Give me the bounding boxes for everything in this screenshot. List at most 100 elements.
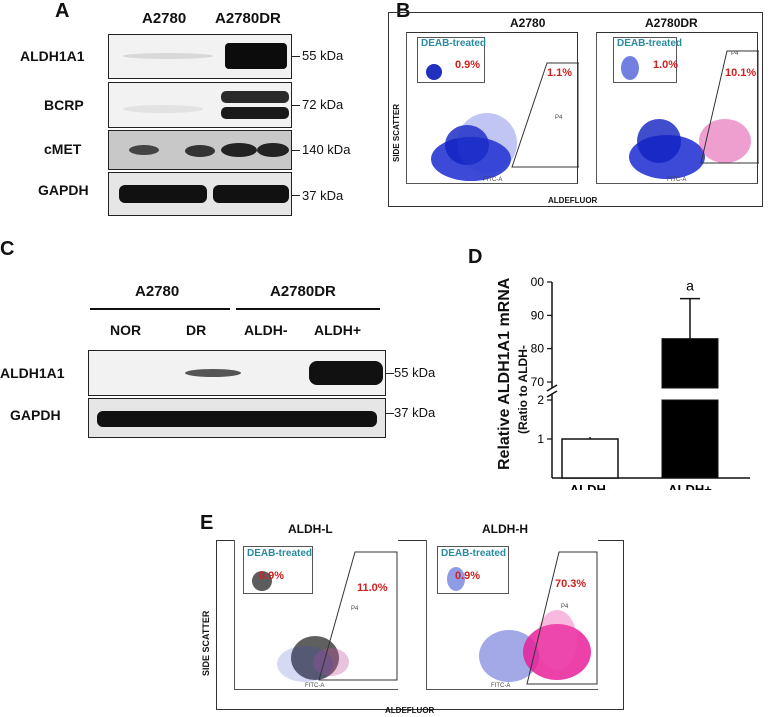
e2-inset [437, 546, 509, 594]
e1-inset-pct: 0.9% [259, 570, 285, 582]
bar-ALDH+-upper [661, 338, 719, 389]
c-lane-aldh-pos: ALDH+ [314, 322, 362, 338]
band [119, 185, 207, 203]
b2-inset [613, 37, 677, 83]
y-tick-label: 90 [531, 308, 545, 322]
kda-gapdh: 37 kDa [302, 188, 344, 203]
c-kda-aldh1a1: 55 kDa [394, 365, 436, 380]
band [221, 143, 257, 157]
band [129, 145, 159, 155]
c-group-line [90, 308, 230, 310]
band [309, 361, 383, 385]
y-tick-label: 70 [531, 375, 545, 389]
panel-b-ylabel: SIDE SCATTER [392, 103, 401, 162]
e2-gate-pct: 70.3% [555, 578, 587, 590]
kda-bcrp: 72 kDa [302, 97, 344, 112]
b1-inset [417, 37, 485, 83]
row-gapdh: GAPDH [38, 182, 89, 198]
e2-fitc: FITC-A [491, 683, 511, 689]
b1-plot: DEAB-treated 0.9% 1.1% P4 FITC-A [406, 32, 580, 184]
b2-plot: DEAB-treated 1.0% 10.1% P4 FITC-A [596, 32, 760, 184]
y-tick-label: 80 [531, 342, 545, 356]
e2-deab: DEAB-treated [441, 548, 507, 559]
c-lane-aldh-neg: ALDH- [244, 322, 288, 338]
e1-inset [243, 546, 313, 594]
e1-deab: DEAB-treated [247, 548, 313, 559]
panel-b-frame [388, 12, 763, 207]
c-lane-dr: DR [186, 322, 207, 338]
b1-gate: P4 [555, 115, 563, 121]
panel-b-letter: B [396, 0, 411, 22]
c-group-a2780: A2780 [135, 283, 180, 300]
e1-gate-pct: 11.0% [357, 582, 388, 594]
row-bcrp: BCRP [44, 97, 84, 113]
e2-gate: P4 [561, 604, 569, 610]
c-blot-gapdh [88, 398, 386, 438]
panel-a-letter: A [55, 0, 70, 22]
row-aldh1a1: ALDH1A1 [20, 48, 85, 64]
tick [292, 150, 300, 151]
tick [292, 105, 300, 106]
panel-d-letter: D [468, 246, 483, 268]
c-row-gapdh: GAPDH [10, 407, 61, 423]
panel-b-xlabel: ALDEFLUOR [548, 196, 598, 205]
b2-title: A2780DR [645, 16, 698, 30]
x-category-label: ALDH- [570, 482, 610, 490]
tick [386, 373, 394, 374]
y-tick-label: 100 [530, 275, 544, 289]
c-kda-gapdh: 37 kDa [394, 405, 436, 420]
blot-gapdh [108, 172, 292, 216]
band [185, 369, 241, 377]
d-chart: 1 2 70 80 90 100 ALDH-a ALDH+ [530, 275, 750, 490]
c-blot-aldh1a1 [88, 350, 386, 396]
e1-plot: DEAB-treated 0.9% 11.0% P4 FITC-A [234, 540, 398, 690]
c-group-line [236, 308, 380, 310]
x-category-label: ALDH+ [668, 482, 712, 490]
d-ylabel2: (Ratio to ALDH- [516, 345, 530, 434]
e1-scatter [277, 551, 398, 682]
tick [386, 413, 394, 414]
tick [292, 56, 300, 57]
e2-scatter [479, 551, 598, 685]
band [123, 53, 213, 59]
b1-inset-pct: 0.9% [455, 59, 481, 71]
blot-cmet [108, 130, 292, 170]
axis-break [546, 390, 558, 398]
e1-title: ALDH-L [288, 522, 333, 536]
b1-gate-pct: 1.1% [547, 67, 573, 79]
b1-scatter [431, 62, 580, 181]
kda-cmet: 140 kDa [302, 142, 351, 157]
b1-title: A2780 [510, 16, 546, 30]
blot-aldh1a1 [108, 34, 292, 79]
y-tick-label: 1 [537, 432, 544, 446]
e2-plot: DEAB-treated 0.9% 70.3% P4 FITC-A [426, 540, 598, 690]
panel-e-ylabel: SIDE SCATTER [201, 610, 211, 676]
panel-c-letter: C [0, 238, 15, 260]
c-group-a2780dr: A2780DR [270, 283, 336, 300]
axis-break [546, 384, 558, 392]
b1-deab: DEAB-treated [421, 38, 487, 49]
b2-gate: P4 [731, 51, 739, 57]
col-a2780dr: A2780DR [215, 10, 281, 27]
e2-title: ALDH-H [482, 522, 528, 536]
blot-bcrp [108, 82, 292, 128]
b2-inset-pct: 1.0% [653, 59, 679, 71]
band [123, 105, 203, 113]
d-ylabel: Relative ALDH1A1 mRNA [496, 277, 513, 470]
b1-fitc: FITC-A [483, 177, 503, 183]
y-tick-label: 2 [537, 393, 544, 407]
panel-e-frame [216, 540, 624, 710]
row-cmet: cMET [44, 141, 82, 157]
band [225, 43, 287, 69]
tick [292, 195, 300, 196]
c-row-aldh1a1: ALDH1A1 [0, 365, 65, 381]
b2-scatter [629, 50, 760, 179]
bar-ALDH+-lower [661, 399, 719, 479]
band [97, 411, 377, 427]
band [213, 185, 289, 203]
kda-aldh1a1: 55 kDa [302, 48, 344, 63]
band [257, 143, 289, 157]
band [185, 145, 215, 157]
significance-label: a [686, 278, 694, 294]
b2-gate-pct: 10.1% [725, 67, 757, 79]
